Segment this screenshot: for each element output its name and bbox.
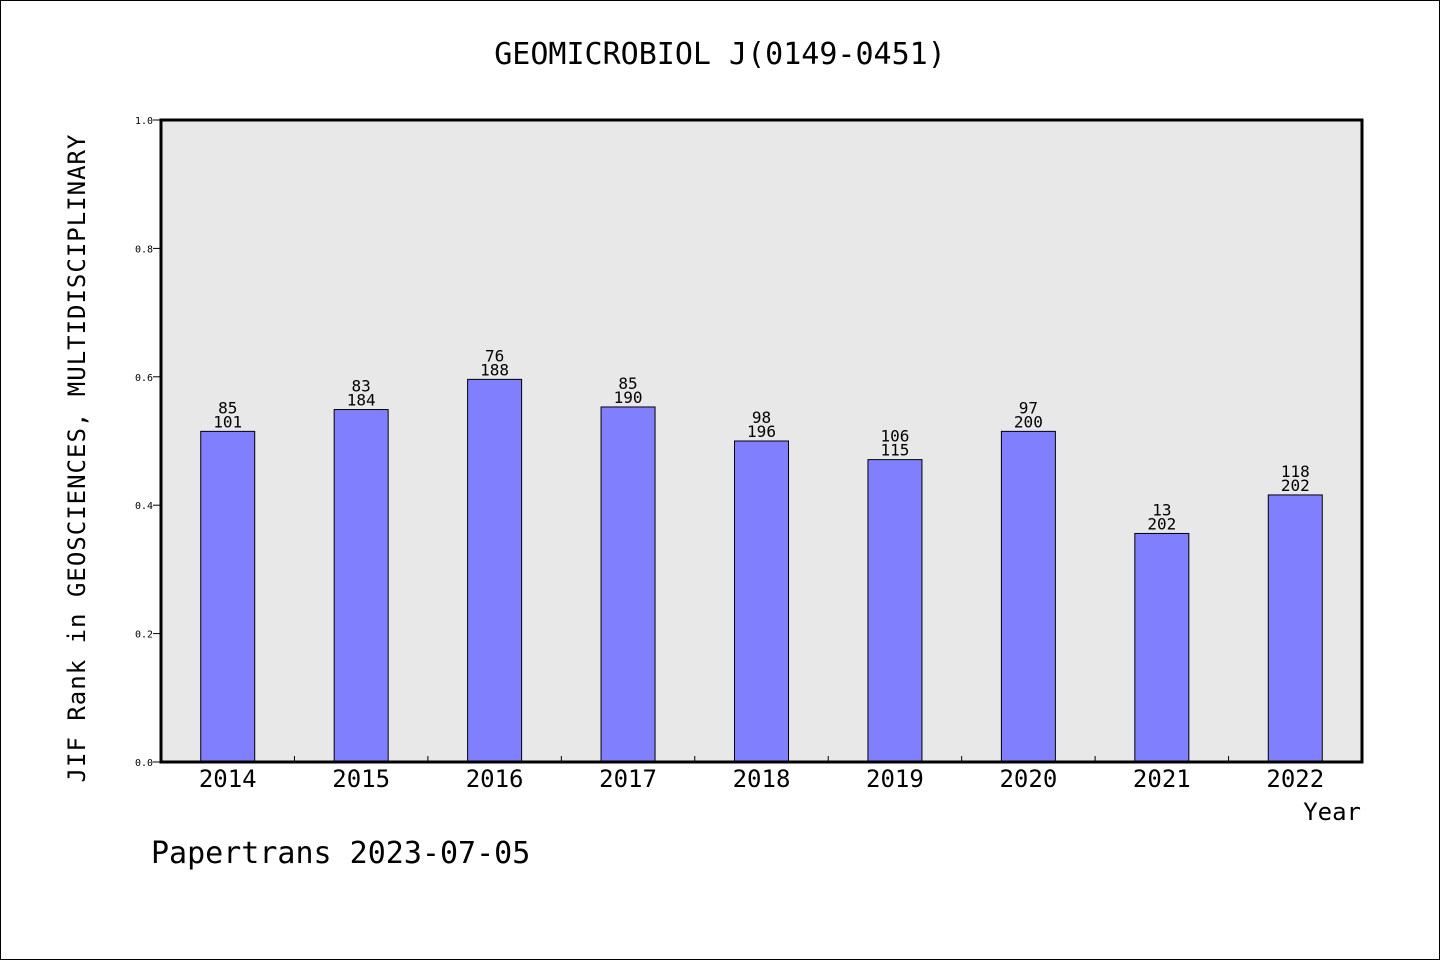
y-tick-label: 0.0 <box>135 758 153 769</box>
chart-title: GEOMICROBIOL J(0149-0451) <box>494 37 946 72</box>
bar-total-label: 200 <box>1014 412 1043 431</box>
y-tick-label: 0.8 <box>135 244 153 255</box>
bar-rank-label: 98 <box>752 408 771 427</box>
bar-total-label: 184 <box>347 391 376 410</box>
y-tick-label: 0.2 <box>135 630 153 641</box>
bar-rank-label: 76 <box>485 346 504 365</box>
bar-total-label: 190 <box>614 388 643 407</box>
bar-2014 <box>200 430 256 763</box>
y-tick-label: 0.6 <box>135 373 153 384</box>
bar-rank-label: 13 <box>1152 500 1171 519</box>
bar-2016 <box>467 378 523 763</box>
x-tick-label: 2020 <box>999 765 1057 793</box>
x-tick-label: 2014 <box>199 765 257 793</box>
bar-rank-label: 118 <box>1281 462 1310 481</box>
x-tick-label: 2019 <box>866 765 924 793</box>
bar-rank-label: 85 <box>618 374 637 393</box>
x-tick-label: 2018 <box>733 765 791 793</box>
bar-2018 <box>734 440 789 763</box>
x-tick-label: 2022 <box>1266 765 1324 793</box>
bar-total-label: 202 <box>1281 476 1310 495</box>
bar-2022 <box>1267 494 1323 763</box>
bar-2019 <box>867 459 923 763</box>
x-tick-label: 2017 <box>599 765 657 793</box>
bar-2020 <box>1000 430 1056 763</box>
x-axis-label: Year <box>1303 798 1361 826</box>
bar-total-label: 188 <box>480 360 509 379</box>
x-tick-label: 2021 <box>1133 765 1191 793</box>
bar-total-label: 101 <box>213 412 242 431</box>
x-tick-label: 2015 <box>332 765 390 793</box>
bar-rank-label: 106 <box>880 427 909 446</box>
bar-total-label: 115 <box>880 441 909 460</box>
bar-rank-label: 83 <box>352 377 371 396</box>
y-tick-label: 0.4 <box>135 501 153 512</box>
bar-total-label: 202 <box>1147 514 1176 533</box>
bar-total-label: 196 <box>747 422 776 441</box>
y-tick-label: 1.0 <box>135 116 153 127</box>
bar-2017 <box>600 406 656 763</box>
bar-2021 <box>1134 532 1190 763</box>
x-tick-label: 2016 <box>466 765 524 793</box>
footer-credit: Papertrans 2023-07-05 <box>151 836 531 871</box>
plot-border <box>159 118 1364 764</box>
bar-rank-label: 97 <box>1019 398 1038 417</box>
bar-rank-label: 85 <box>218 398 237 417</box>
bar-2015 <box>333 409 389 763</box>
